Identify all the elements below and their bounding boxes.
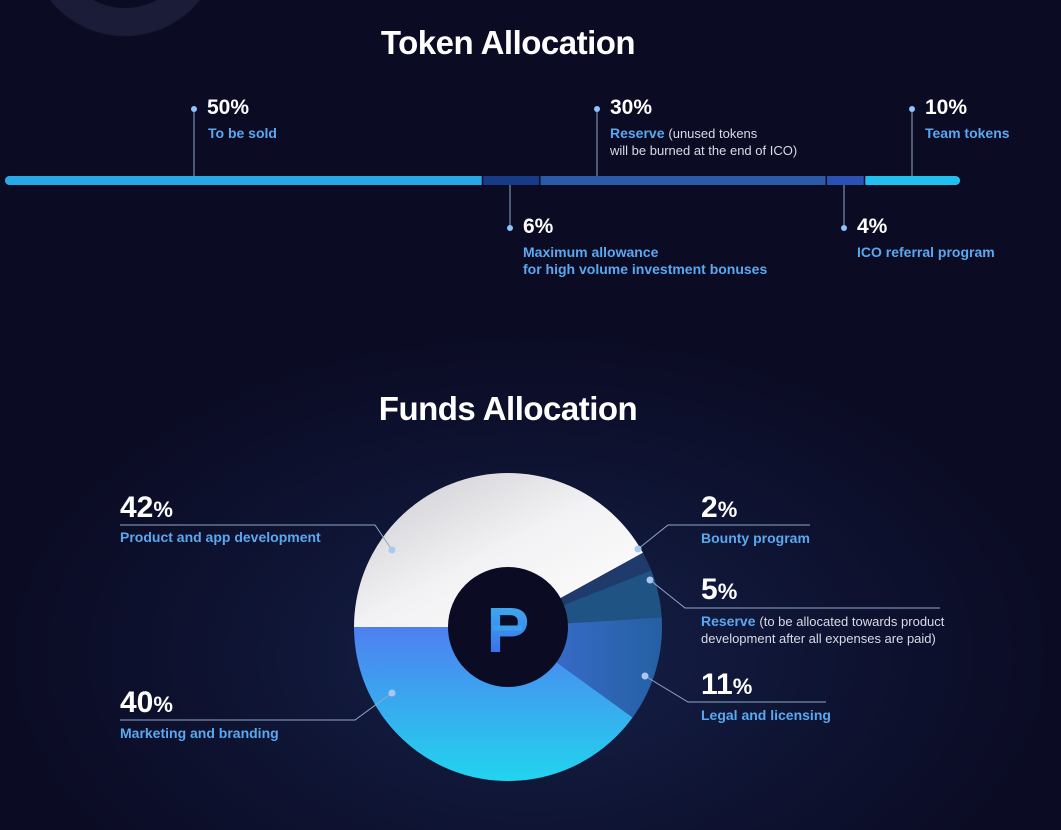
funds-value-reserve-num: 5 xyxy=(701,573,718,606)
leader-line-bounty xyxy=(637,524,810,550)
pie-slice-4 xyxy=(354,627,633,781)
leader-dot-bounty xyxy=(634,545,642,553)
token-label-referral: ICO referral program xyxy=(857,244,995,260)
funds-reserve-note-line1: (to be allocated towards product xyxy=(759,614,945,629)
token-label-team: Team tokens xyxy=(925,125,1010,141)
leader-dot-referral xyxy=(841,225,847,231)
bar-segment-2 xyxy=(539,176,827,185)
funds-reserve-note-line2: development after all expenses are paid) xyxy=(701,631,936,646)
token-pct-to-be-sold: 50% xyxy=(207,96,250,119)
token-reserve-note-line2: will be burned at the end of ICO) xyxy=(610,143,798,158)
funds-value-marketing-num: 40 xyxy=(120,686,154,719)
funds-value-marketing: 40% xyxy=(120,688,173,720)
bar-segment-4 xyxy=(864,176,960,185)
leader-line-marketing xyxy=(120,692,393,721)
funds-value-bounty-num: 2 xyxy=(701,491,718,524)
token-label-bonus: Maximum allowance for high volume invest… xyxy=(523,244,767,278)
leader-dot-legal xyxy=(641,672,649,680)
funds-value-legal-num: 11 xyxy=(701,668,733,701)
seal-emblem xyxy=(40,0,210,40)
funds-value-bounty: 2% xyxy=(701,493,737,525)
leader-dot-team xyxy=(909,106,915,112)
funds-label-reserve-name: Reserve xyxy=(701,613,756,629)
bar-segment-0 xyxy=(5,176,483,185)
leader-dot-to-be-sold xyxy=(191,106,197,112)
funds-value-legal-sym: % xyxy=(732,674,753,699)
token-label-reserve-name: Reserve xyxy=(610,125,665,141)
leader-dot-marketing xyxy=(388,689,396,697)
token-label-bonus-line1: Maximum allowance xyxy=(523,244,659,260)
funds-label-marketing: Marketing and branding xyxy=(120,725,279,741)
token-label-bonus-line2: for high volume investment bonuses xyxy=(523,261,768,277)
token-allocation-title: Token Allocation xyxy=(380,24,636,61)
funds-label-legal: Legal and licensing xyxy=(701,707,831,723)
bar-segment-3 xyxy=(826,176,865,185)
leader-dot-reserve xyxy=(646,576,654,584)
token-reserve-note-line1: (unused tokens xyxy=(668,126,758,141)
token-pct-referral: 4% xyxy=(857,215,888,238)
funds-label-bounty: Bounty program xyxy=(701,530,810,546)
funds-value-marketing-sym: % xyxy=(153,692,173,717)
funds-value-bounty-sym: % xyxy=(717,497,738,522)
funds-value-legal: 11% xyxy=(701,670,752,702)
funds-value-reserve: 5% xyxy=(701,575,737,607)
funds-value-reserve-sym: % xyxy=(717,579,738,604)
leader-dot-reserve xyxy=(594,106,600,112)
bar-segment-1 xyxy=(482,176,540,185)
funds-label-product: Product and app development xyxy=(120,529,321,545)
funds-value-product-sym: % xyxy=(153,497,173,522)
pie-slice-0 xyxy=(354,473,643,627)
token-allocation-bar xyxy=(5,106,960,231)
leader-dot-bonus xyxy=(507,225,513,231)
token-label-to-be-sold: To be sold xyxy=(208,125,277,141)
token-label-reserve: Reserve (unused tokens will be burned at… xyxy=(610,125,797,159)
leader-line-legal xyxy=(644,675,826,703)
token-pct-reserve: 30% xyxy=(610,96,653,119)
funds-label-reserve: Reserve (to be allocated towards product… xyxy=(701,613,944,647)
token-pct-team: 10% xyxy=(925,96,968,119)
leader-line-product xyxy=(120,524,393,551)
token-pct-bonus: 6% xyxy=(523,215,554,238)
leader-line-reserve xyxy=(649,579,940,609)
funds-value-product: 42% xyxy=(120,493,173,525)
funds-value-product-num: 42 xyxy=(120,491,154,524)
leader-dot-product xyxy=(388,546,396,554)
funds-allocation-title: Funds Allocation xyxy=(378,390,638,427)
